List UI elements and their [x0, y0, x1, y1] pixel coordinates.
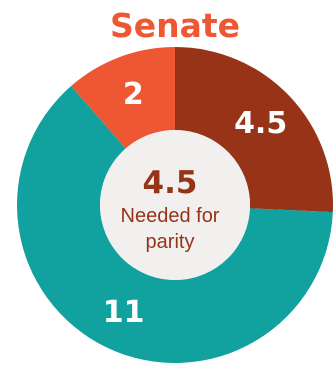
donut-slice-1 — [16, 86, 333, 364]
chart-title: Senate — [110, 6, 240, 45]
center-value: 4.5 — [143, 165, 198, 201]
slice-label-0: 4.5 — [234, 106, 287, 141]
donut-slice-2 — [71, 47, 175, 149]
donut-slices — [16, 47, 333, 364]
donut-slice-0 — [175, 47, 333, 213]
donut-center-hole — [100, 130, 250, 280]
slice-label-1: 11 — [103, 295, 145, 330]
slice-labels: 4.5 11 2 — [103, 77, 288, 330]
slice-label-2: 2 — [123, 77, 144, 112]
center-text-line2: parity — [146, 231, 195, 253]
center-text-line1: Needed for — [121, 205, 220, 227]
